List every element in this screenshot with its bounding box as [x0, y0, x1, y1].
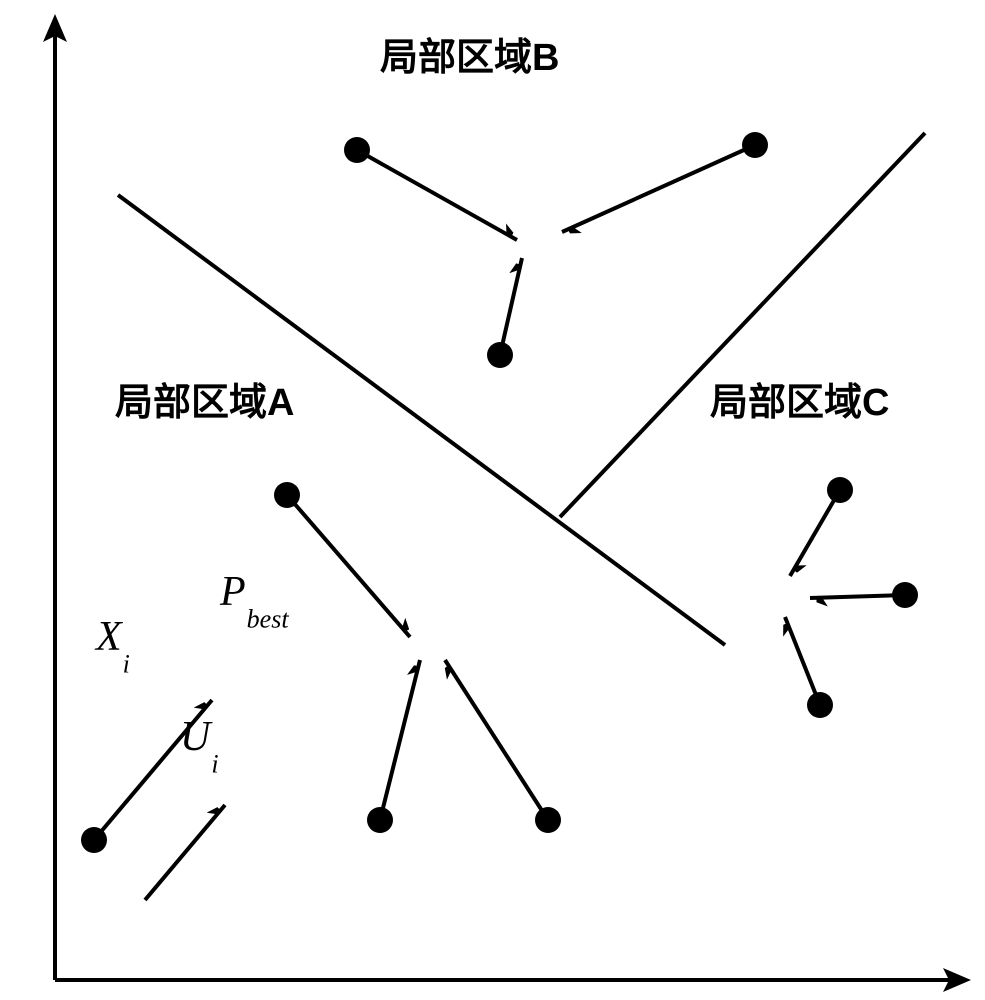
diagram-canvas: 局部区域A 局部区域B 局部区域C Xi Pbest Ui [0, 0, 985, 1000]
vector-arrow-2 [445, 660, 548, 820]
vector-arrow-6 [562, 145, 755, 232]
math-label-Ui: Ui [180, 714, 219, 778]
math-label-Xi: Xi [94, 614, 130, 678]
vector-arrow-1 [380, 660, 420, 820]
particle-dot-a_br [535, 807, 561, 833]
diagram-svg: 局部区域A 局部区域B 局部区域C Xi Pbest Ui [0, 0, 985, 1000]
particle-dot-b_r [742, 132, 768, 158]
region-divider-1 [560, 133, 925, 517]
vector-arrow-4 [145, 805, 225, 900]
particle-dot-a_bl [367, 807, 393, 833]
region-label-C: 局部区域C [710, 382, 889, 424]
particle-dot-c_t [827, 477, 853, 503]
vector-arrow-5 [357, 150, 517, 240]
region-label-A: 局部区域A [115, 382, 294, 424]
vector-arrow-0 [287, 495, 410, 637]
particle-dot-a_tl [274, 482, 300, 508]
vector-arrow-9 [810, 595, 905, 598]
particle-dot-c_b [807, 692, 833, 718]
particle-dot-b_b [487, 342, 513, 368]
math-label-Pbest: Pbest [219, 569, 289, 633]
particle-dot-c_r [892, 582, 918, 608]
vector-arrow-10 [785, 617, 820, 705]
region-label-B: 局部区域B [380, 37, 559, 79]
vector-arrow-7 [500, 258, 522, 355]
vector-arrow-8 [790, 490, 840, 576]
particle-dot-b_l [344, 137, 370, 163]
particle-dot-xi_tail [81, 827, 107, 853]
